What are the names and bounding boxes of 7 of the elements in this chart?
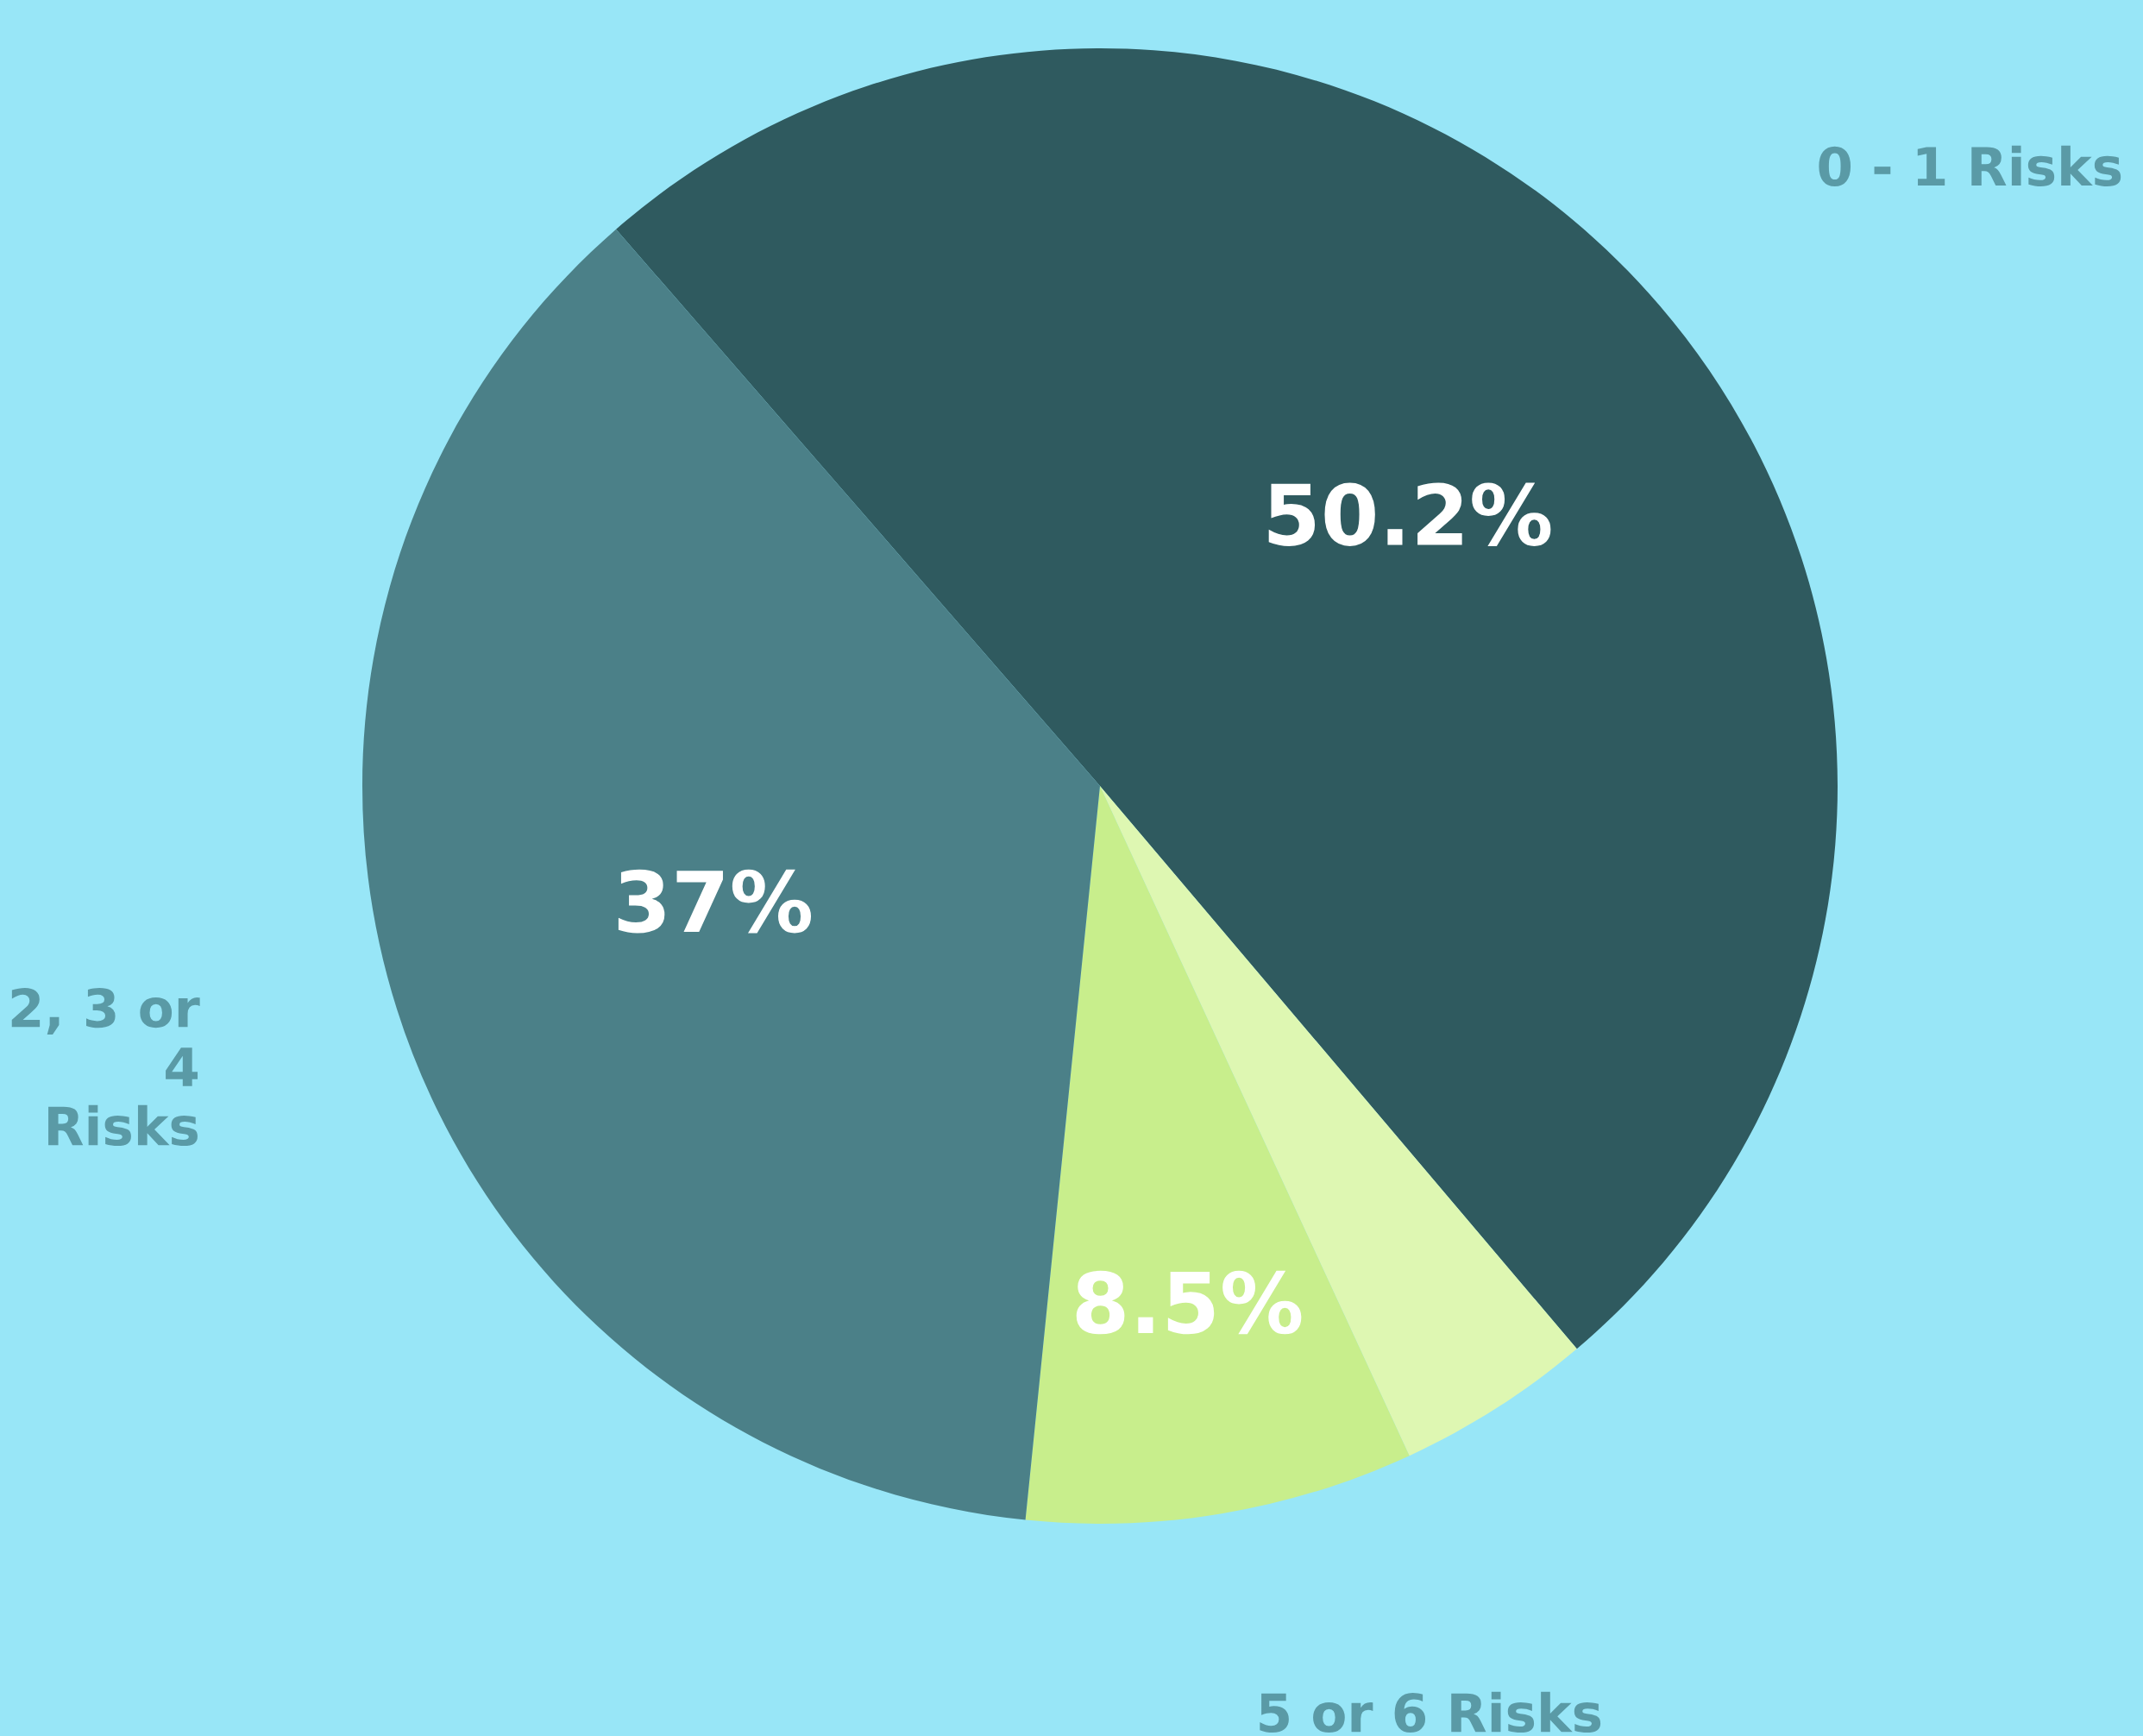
data-label: 8.5% [1076,1270,1302,1335]
slice-label: 5 or 6 Risks [1260,1691,1601,1733]
data-label: 50.2% [1268,482,1551,546]
slice-label: 0 - 1 Risks [1819,145,2121,186]
slice-label: 2, 3 or 4 Risks [11,987,200,1147]
pie-slice [1025,786,1410,1524]
data-label: 37% [618,869,812,934]
